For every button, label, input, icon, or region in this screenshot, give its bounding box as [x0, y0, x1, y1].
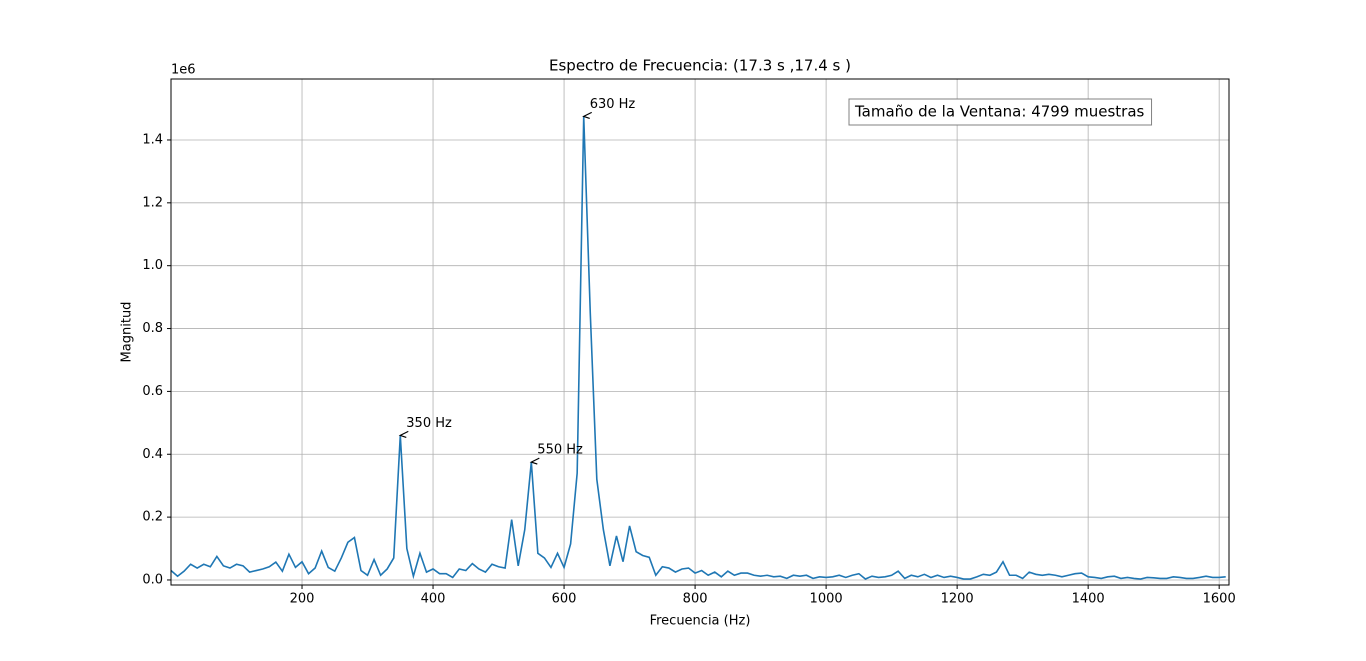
y-tick-label: 0.6: [142, 384, 163, 399]
x-tick-label: 1200: [941, 592, 974, 607]
y-tick-label: 1.2: [142, 195, 163, 210]
y-tick-label: 0.8: [142, 321, 163, 336]
x-tick-label: 1600: [1203, 592, 1236, 607]
x-axis-label: Frecuencia (Hz): [650, 614, 751, 629]
y-axis-label: Magnitud: [120, 302, 135, 363]
data-line: [170, 116, 1226, 580]
annotation-label: 550 Hz: [537, 443, 583, 458]
y-tick-label: 0.4: [142, 447, 163, 462]
y-offset-text: 1e6: [171, 63, 196, 78]
text-box: [848, 98, 1153, 126]
text-box-label: Tamaño de la Ventana: 4799 muestras: [854, 103, 1145, 121]
x-tick-label: 400: [421, 592, 446, 607]
annotation-label: 630 Hz: [590, 97, 636, 112]
annotation-arrow: [529, 457, 540, 465]
chart-title: Espectro de Frecuencia: (17.3 s ,17.4 s …: [549, 57, 851, 75]
x-tick-label: 200: [290, 592, 315, 607]
x-tick-label: 800: [683, 592, 708, 607]
x-tick-label: 1000: [810, 592, 843, 607]
annotation-arrow: [582, 111, 592, 119]
x-tick-label: 1400: [1072, 592, 1105, 607]
y-tick-label: 0.0: [142, 572, 163, 587]
y-tick-label: 1.0: [142, 258, 163, 273]
y-tick-label: 0.2: [142, 510, 163, 525]
annotation-label: 350 Hz: [406, 416, 452, 431]
y-tick-label: 1.4: [142, 132, 163, 147]
axes-frame: [170, 78, 1230, 586]
annotation-arrow: [398, 430, 409, 438]
x-tick-label: 600: [552, 592, 577, 607]
